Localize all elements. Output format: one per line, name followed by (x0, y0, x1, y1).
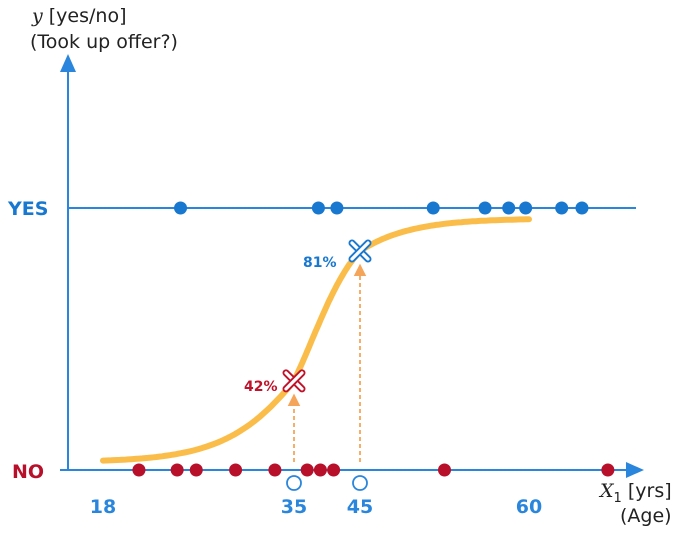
no-point (189, 463, 203, 477)
input-age-marker (352, 475, 368, 491)
y-category-no: NO (12, 461, 44, 483)
no-point (313, 463, 327, 477)
no-point (327, 463, 341, 477)
yes-point (575, 201, 589, 215)
sigmoid-curve (100, 216, 532, 464)
no-point (268, 463, 282, 477)
yes-point (478, 201, 492, 215)
x-tick-label-35: 35 (281, 496, 307, 518)
no-point (229, 463, 243, 477)
yes-point (555, 201, 569, 215)
no-point (601, 463, 615, 477)
y-axis-units: [yes/no] (43, 5, 127, 27)
yes-point (502, 201, 516, 215)
x-axis-units: [yrs] (622, 480, 672, 502)
no-point (170, 463, 184, 477)
x-tick-label-45: 45 (347, 496, 373, 518)
yes-point (330, 201, 344, 215)
no-point (300, 463, 314, 477)
x-axis-label: X1 [yrs] (598, 480, 672, 506)
prediction-cross-marker (282, 369, 306, 393)
y-axis-variable: y (31, 5, 43, 27)
prediction-label-81: 81% (303, 255, 337, 271)
x-tick-label-18: 18 (90, 496, 116, 518)
no-points (132, 463, 615, 477)
x-axis-subscript: 1 (614, 491, 622, 506)
yes-point (174, 201, 188, 215)
yes-point (426, 201, 440, 215)
prediction-cross-marker (348, 239, 372, 263)
no-point (438, 463, 451, 477)
y-axis-sublabel: (Took up offer?) (30, 31, 178, 53)
input-age-marker (286, 475, 302, 491)
no-point (132, 463, 146, 477)
yes-point (311, 201, 325, 215)
prediction-label-42: 42% (244, 379, 278, 395)
y-axis-label: y [yes/no] (31, 5, 127, 27)
x-axis-sublabel: (Age) (620, 505, 672, 527)
y-category-yes: YES (7, 198, 48, 220)
x-tick-label-60: 60 (516, 496, 542, 518)
predictions (282, 239, 372, 491)
x-axis-variable: X (598, 480, 615, 502)
yes-point (519, 201, 533, 215)
yes-points (174, 201, 589, 215)
